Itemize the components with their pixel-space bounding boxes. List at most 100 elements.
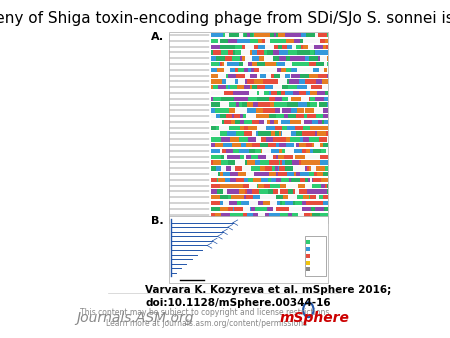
Bar [294, 172, 296, 176]
Bar [277, 39, 285, 43]
Bar [248, 62, 252, 66]
Bar [265, 120, 267, 124]
Bar [320, 39, 325, 43]
Bar [282, 207, 289, 211]
Bar [240, 114, 243, 118]
Bar [297, 195, 303, 199]
Bar [220, 62, 222, 66]
Bar [284, 74, 290, 78]
Bar [294, 33, 302, 38]
Bar [245, 166, 251, 171]
Bar [263, 172, 270, 176]
Bar [313, 79, 315, 84]
Bar [324, 207, 328, 211]
Bar [248, 137, 256, 142]
Bar [304, 213, 310, 217]
Bar [216, 91, 225, 95]
Bar [302, 166, 305, 171]
Bar [269, 213, 278, 217]
Bar [310, 108, 314, 113]
Bar [271, 166, 275, 171]
Bar [324, 50, 328, 55]
Bar [318, 74, 321, 78]
Bar [306, 254, 310, 258]
Bar [300, 172, 309, 176]
Bar [294, 178, 300, 182]
Bar [258, 184, 264, 188]
Bar [239, 33, 243, 38]
Bar [263, 131, 271, 136]
Bar [255, 161, 260, 165]
Bar [292, 45, 296, 49]
Bar [301, 97, 309, 101]
Bar [211, 97, 213, 101]
Bar [278, 79, 286, 84]
Bar [211, 62, 219, 66]
Bar [310, 149, 313, 153]
Bar [254, 33, 259, 38]
Bar [243, 213, 247, 217]
Bar [236, 178, 243, 182]
Bar [325, 184, 327, 188]
Bar [312, 143, 315, 147]
Bar [286, 68, 291, 72]
Bar [309, 39, 313, 43]
Bar [311, 85, 314, 90]
Bar [218, 178, 225, 182]
Text: Varvara K. Kozyreva et al. mSphere 2016;
doi:10.1128/mSphere.00344-16: Varvara K. Kozyreva et al. mSphere 2016;… [145, 285, 392, 308]
Bar [220, 149, 222, 153]
Bar [216, 166, 221, 171]
Bar [327, 120, 328, 124]
Bar [265, 62, 270, 66]
Bar [326, 131, 327, 136]
Bar [320, 161, 323, 165]
Bar [211, 56, 216, 61]
Bar [268, 33, 270, 38]
Bar [228, 50, 233, 55]
Bar [247, 161, 255, 165]
Bar [287, 184, 293, 188]
Bar [250, 50, 252, 55]
Bar [310, 102, 317, 107]
FancyBboxPatch shape [305, 236, 326, 276]
Bar [227, 62, 230, 66]
Bar [248, 149, 255, 153]
Bar [261, 149, 262, 153]
Bar [229, 102, 236, 107]
Bar [306, 91, 310, 95]
Bar [274, 97, 282, 101]
Bar [253, 213, 258, 217]
Bar [229, 33, 238, 38]
Bar [279, 143, 286, 147]
Bar [309, 166, 310, 171]
Bar [258, 154, 266, 159]
Bar [306, 240, 310, 244]
Bar [294, 149, 302, 153]
Bar [247, 189, 252, 194]
Bar [306, 143, 312, 147]
Bar [268, 143, 276, 147]
Bar [314, 108, 323, 113]
Bar [259, 189, 268, 194]
Bar [303, 195, 309, 199]
Bar [245, 74, 249, 78]
Bar [231, 195, 238, 199]
Bar [229, 56, 232, 61]
Bar [295, 189, 298, 194]
Bar [314, 137, 319, 142]
Bar [299, 143, 301, 147]
Bar [288, 213, 292, 217]
Bar [251, 166, 260, 171]
Bar [252, 85, 257, 90]
FancyBboxPatch shape [169, 31, 328, 223]
Bar [312, 184, 321, 188]
Bar [264, 114, 269, 118]
Bar [233, 207, 234, 211]
Bar [211, 108, 216, 113]
Bar [260, 97, 270, 101]
Bar [314, 85, 322, 90]
Bar [315, 97, 324, 101]
Bar [253, 178, 261, 182]
Bar [290, 120, 295, 124]
Bar [256, 131, 258, 136]
